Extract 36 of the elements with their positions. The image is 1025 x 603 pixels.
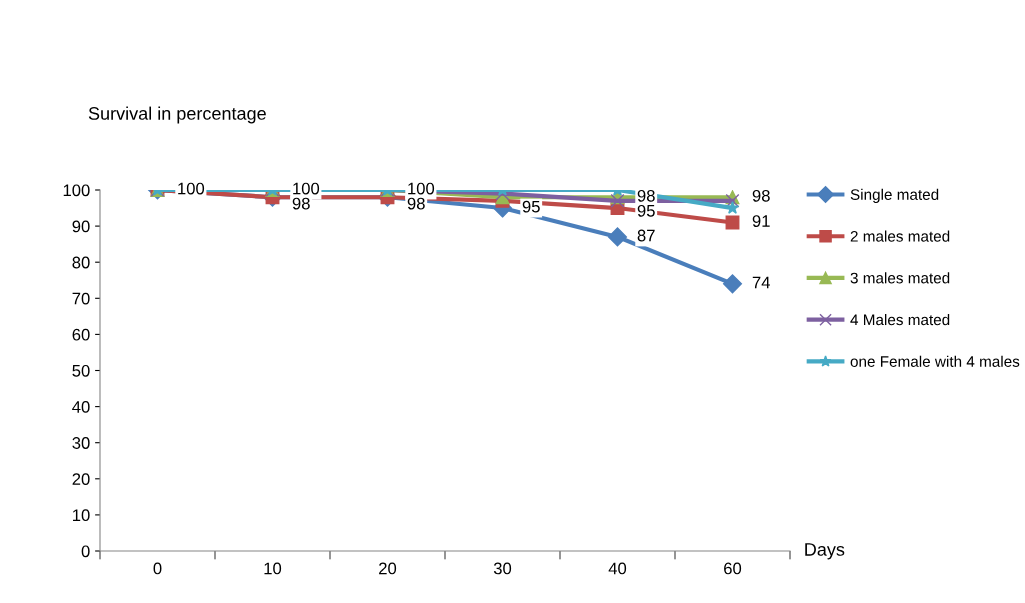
x-tick-label: 60: [724, 562, 742, 575]
y-axis-title: Survival in percentage: [88, 106, 266, 124]
y-tick-label: 80: [72, 256, 90, 269]
data-label: 95: [637, 204, 655, 217]
data-label: 98: [407, 197, 425, 210]
y-tick-label: 70: [72, 292, 90, 305]
x-tick-label: 0: [153, 562, 162, 575]
y-tick-label: 0: [81, 545, 90, 558]
data-label: 98: [752, 189, 770, 202]
legend-label: Single mated: [850, 188, 939, 203]
data-label: 100: [293, 182, 320, 195]
x-tick-label: 30: [493, 562, 512, 575]
data-label: 100: [178, 182, 205, 195]
data-label: 74: [752, 276, 770, 289]
y-tick-label: 90: [72, 220, 90, 233]
legend-label: 4 Males mated: [850, 313, 950, 326]
x-tick-label: 10: [264, 562, 282, 575]
data-label: 100: [408, 182, 435, 195]
x-tick-label: 20: [379, 562, 397, 575]
data-label: 87: [637, 229, 655, 242]
data-label: 98: [637, 189, 655, 202]
legend-label: 2 males mated: [850, 230, 950, 242]
y-tick-label: 30: [72, 437, 90, 449]
y-tick-label: 10: [73, 509, 90, 522]
x-tick-label: 40: [608, 562, 627, 575]
y-tick-label: 100: [63, 184, 90, 197]
y-tick-label: 40: [72, 401, 90, 413]
legend-label: one Female with 4 males: [850, 355, 1020, 367]
legend-label: 3 males mated: [850, 272, 950, 284]
data-label: 98: [292, 197, 310, 210]
x-axis-title: Days: [805, 543, 845, 560]
data-label: 91: [752, 215, 770, 227]
data-label: 95: [522, 200, 540, 213]
y-tick-label: 20: [72, 473, 90, 485]
y-tick-label: 60: [72, 328, 90, 341]
y-tick-label: 50: [72, 364, 90, 377]
